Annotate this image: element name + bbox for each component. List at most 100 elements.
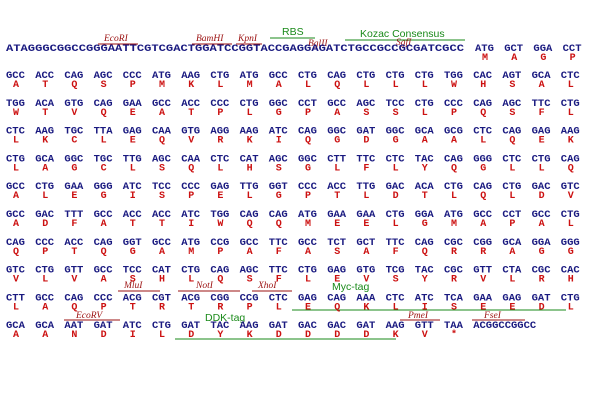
amino-acid: I	[130, 330, 136, 341]
codon: CGG	[210, 292, 229, 304]
codon: CTG	[181, 265, 200, 277]
amino-acid: C	[71, 136, 77, 147]
amino-acid: L	[247, 108, 253, 119]
amino-acid: A	[511, 53, 517, 64]
codon: TGG	[444, 70, 463, 82]
amino-acid: P	[247, 302, 253, 313]
codon: GCC	[6, 181, 26, 193]
codon: ACA	[415, 181, 435, 193]
codon: GAT	[181, 320, 200, 332]
amino-acid: K	[247, 136, 253, 147]
codon: ACC	[123, 209, 143, 221]
amino-acid: S	[130, 275, 136, 286]
codon: ATG	[181, 237, 200, 249]
amino-acid: N	[71, 330, 77, 341]
codon: TTC	[269, 265, 289, 277]
codon: CTC	[210, 153, 230, 165]
codon: CCG	[210, 237, 229, 249]
codon: GCA	[532, 70, 552, 82]
codon: CAT	[240, 153, 259, 165]
codon: ACG	[123, 292, 142, 304]
codon: CCG	[240, 292, 259, 304]
codon: AGG	[210, 126, 229, 138]
codon: CTC	[502, 153, 522, 165]
codon: TCC	[152, 181, 172, 193]
amino-acid: G	[393, 136, 399, 147]
amino-acid: D	[539, 302, 545, 313]
amino-acid: D	[334, 330, 340, 341]
codon: CTA	[502, 265, 522, 277]
codon: TCC	[386, 98, 406, 110]
amino-acid: A	[101, 219, 107, 230]
amino-acid: M	[305, 219, 311, 230]
codon: ACC	[152, 209, 172, 221]
codon: TTC	[356, 153, 376, 165]
amino-acid: G	[276, 108, 282, 119]
codon: CTG	[210, 70, 229, 82]
codon: CCC	[123, 70, 143, 82]
codon: AGC	[356, 98, 376, 110]
amino-acid: V	[71, 275, 77, 286]
amino-acid: A	[101, 275, 107, 286]
amino-acid: G	[539, 247, 545, 258]
amino-acid: E	[71, 191, 77, 202]
codon: GCT	[356, 237, 375, 249]
amino-acid: H	[159, 275, 165, 286]
amino-acid: M	[482, 53, 488, 64]
codon: CAG	[473, 98, 492, 110]
amino-acid: D	[305, 330, 311, 341]
codon: TAC	[415, 153, 435, 165]
amino-acid: P	[101, 302, 107, 313]
codon: CCC	[210, 98, 230, 110]
amino-acid: Q	[217, 275, 223, 286]
amino-acid: S	[363, 108, 369, 119]
amino-acid: Q	[568, 163, 574, 174]
codon: AAA	[356, 292, 376, 304]
codon: GAG	[502, 292, 521, 304]
amino-acid: G	[540, 53, 546, 64]
codon: CTG	[532, 153, 551, 165]
amino-acid: A	[305, 247, 311, 258]
codon: AGC	[502, 98, 522, 110]
amino-acid: T	[422, 191, 428, 202]
amino-acid: W	[217, 219, 223, 230]
amino-acid: S	[334, 247, 340, 258]
amino-acid: A	[13, 330, 19, 341]
codon: CTC	[6, 126, 26, 138]
amino-acid: T	[188, 302, 194, 313]
codon: AAT	[64, 320, 83, 332]
amino-acid: E	[130, 108, 136, 119]
codon: GAA	[473, 292, 493, 304]
amino-acid: V	[480, 275, 486, 286]
amino-acid: V	[71, 108, 77, 119]
amino-acid: L	[568, 219, 574, 230]
codon: CGG	[473, 237, 492, 249]
amino-acid: T	[130, 219, 136, 230]
amino-acid: D	[276, 330, 282, 341]
codon: CAG	[269, 209, 288, 221]
codon: ATG	[152, 70, 171, 82]
enzyme-label: KpnI	[237, 34, 258, 44]
codon: GGG	[561, 237, 580, 249]
codon: GCA	[35, 153, 55, 165]
amino-acid: R	[217, 136, 223, 147]
amino-acid: L	[393, 163, 399, 174]
codon: CAG	[64, 70, 83, 82]
amino-acid: E	[130, 136, 136, 147]
codon: GTC	[561, 181, 581, 193]
codon: CTC	[561, 70, 581, 82]
codon: TAC	[415, 265, 435, 277]
codon: ATG	[444, 209, 463, 221]
codon: GCC	[327, 98, 347, 110]
enzyme-label: SgfI	[396, 37, 412, 48]
codon: CAG	[327, 70, 346, 82]
amino-acid: L	[13, 163, 19, 174]
enzyme-label: BglII	[308, 39, 328, 49]
feature-label: Myc-tag	[332, 281, 370, 293]
codon: TTT	[64, 209, 83, 221]
amino-acid: S	[393, 275, 399, 286]
codon: ACC	[64, 237, 84, 249]
codon: ATC	[123, 181, 143, 193]
codon: TGC	[64, 126, 84, 138]
codon: ATG	[475, 43, 494, 55]
